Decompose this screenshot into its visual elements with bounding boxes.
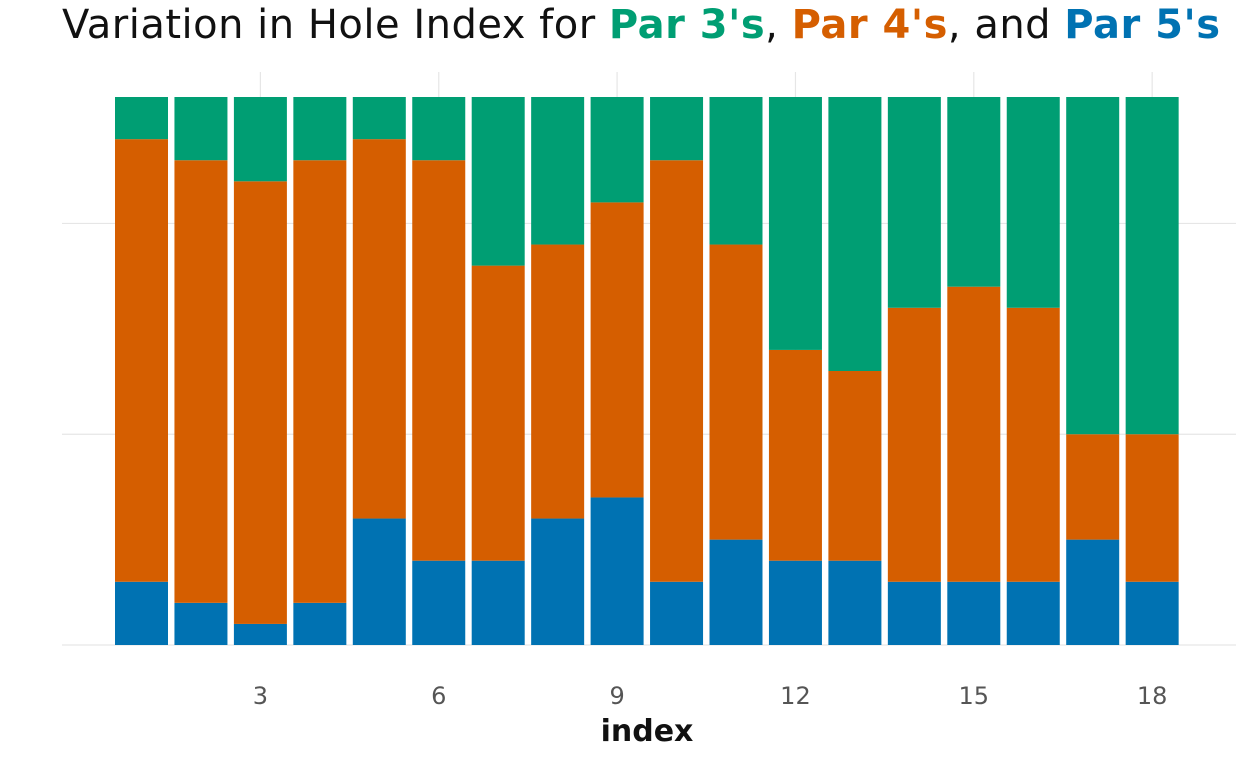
bar-par3-10 xyxy=(650,97,704,161)
bar-par4-18 xyxy=(1125,434,1179,582)
title-par4: Par 4's xyxy=(791,2,948,48)
bar-par5-9 xyxy=(590,497,644,645)
bar-par5-16 xyxy=(1006,581,1060,645)
bar-par3-7 xyxy=(471,97,525,266)
bar-par3-15 xyxy=(947,97,1001,287)
bar-par3-9 xyxy=(590,97,644,203)
title-par5: Par 5's xyxy=(1064,2,1221,48)
bar-series-group xyxy=(115,97,1179,645)
bar-par3-8 xyxy=(531,97,585,245)
x-tick-label-6: 6 xyxy=(431,682,446,710)
bar-par4-3 xyxy=(233,181,287,624)
bar-par3-17 xyxy=(1066,97,1120,435)
bar-par4-4 xyxy=(293,160,347,603)
bar-par4-14 xyxy=(887,307,941,582)
bar-par5-10 xyxy=(650,581,704,645)
bar-par5-5 xyxy=(352,518,406,645)
title-prefix: Variation in Hole Index for xyxy=(62,2,609,48)
x-tick-label-3: 3 xyxy=(253,682,268,710)
bar-par4-2 xyxy=(174,160,228,603)
bar-par5-2 xyxy=(174,602,228,645)
bar-par4-8 xyxy=(531,244,585,519)
bar-par3-12 xyxy=(768,97,822,350)
bar-par4-9 xyxy=(590,202,644,498)
bar-par3-11 xyxy=(709,97,763,245)
bar-par5-8 xyxy=(531,518,585,645)
bar-par5-11 xyxy=(709,539,763,645)
bar-par5-1 xyxy=(115,581,168,645)
bar-par3-1 xyxy=(115,97,168,140)
bar-par5-3 xyxy=(233,623,287,645)
bar-par5-14 xyxy=(887,581,941,645)
title-par3: Par 3's xyxy=(608,2,766,48)
bar-par5-7 xyxy=(471,560,525,645)
bar-par5-18 xyxy=(1125,581,1179,645)
bar-par3-18 xyxy=(1125,97,1179,435)
bar-par4-5 xyxy=(352,139,406,519)
bar-par5-15 xyxy=(947,581,1001,645)
bar-par4-7 xyxy=(471,265,525,561)
x-tick-label-18: 18 xyxy=(1137,682,1168,710)
bar-par5-12 xyxy=(768,560,822,645)
bar-par3-2 xyxy=(174,97,228,161)
bar-par3-6 xyxy=(412,97,466,161)
bar-par3-16 xyxy=(1006,97,1060,308)
x-tick-label-9: 9 xyxy=(609,682,624,710)
bar-par3-14 xyxy=(887,97,941,308)
bar-par3-13 xyxy=(828,97,882,371)
chart-title: Variation in Hole Index for Par 3's, Par… xyxy=(62,2,1221,48)
title-sep1: , xyxy=(765,2,792,48)
x-axis-label: index xyxy=(601,714,694,749)
bar-par4-6 xyxy=(412,160,466,561)
bar-par5-17 xyxy=(1066,539,1120,645)
title-sep2: , and xyxy=(947,2,1065,48)
bar-par4-11 xyxy=(709,244,763,540)
bar-par4-15 xyxy=(947,286,1001,582)
bar-par3-4 xyxy=(293,97,347,161)
bar-par5-4 xyxy=(293,602,347,645)
bar-par3-5 xyxy=(352,97,406,140)
bar-par5-13 xyxy=(828,560,882,645)
x-tick-labels: 3 6 9 12 15 18 xyxy=(253,682,1168,710)
bar-par4-12 xyxy=(768,349,822,561)
bar-par5-6 xyxy=(412,560,466,645)
x-tick-label-12: 12 xyxy=(780,682,811,710)
bar-par4-1 xyxy=(115,139,168,582)
bar-par4-13 xyxy=(828,371,882,561)
x-tick-label-15: 15 xyxy=(959,682,990,710)
bar-par4-10 xyxy=(650,160,704,582)
bar-par4-17 xyxy=(1066,434,1120,540)
bar-par3-3 xyxy=(233,97,287,182)
bar-par4-16 xyxy=(1006,307,1060,582)
